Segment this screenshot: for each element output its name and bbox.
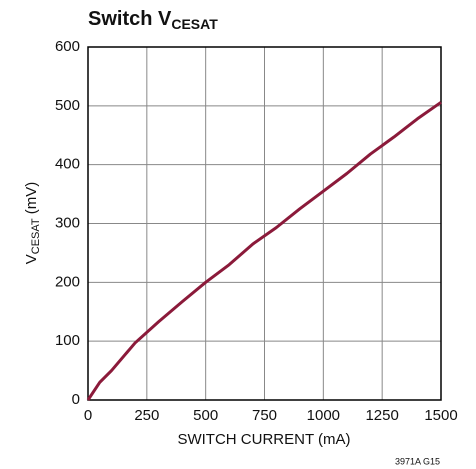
ylabel-sub: CESAT xyxy=(30,218,42,254)
y-tick-label: 200 xyxy=(55,273,80,290)
x-tick-label: 250 xyxy=(134,407,159,424)
x-tick-label: 1500 xyxy=(424,407,457,424)
y-tick-label: 600 xyxy=(55,38,80,55)
x-tick-label: 500 xyxy=(193,407,218,424)
title-sub: CESAT xyxy=(171,16,218,32)
footnote: 3971A G15 xyxy=(395,456,440,466)
x-tick-label: 750 xyxy=(252,407,277,424)
x-tick-label: 1000 xyxy=(307,407,340,424)
y-tick-label: 300 xyxy=(55,214,80,231)
ylabel-main: V xyxy=(23,254,40,264)
data-line xyxy=(86,101,442,401)
title-main: Switch V xyxy=(88,8,172,30)
y-tick-label: 400 xyxy=(55,156,80,173)
y-axis-label: VCESAT (mV) xyxy=(23,182,42,265)
y-tick-label: 500 xyxy=(55,97,80,114)
y-tick-label: 0 xyxy=(72,391,80,408)
ylabel-rest: (mV) xyxy=(23,182,40,219)
plot-frame xyxy=(87,46,442,401)
y-tick-label: 100 xyxy=(55,332,80,349)
chart-title: Switch VCESAT xyxy=(88,8,218,31)
x-tick-label: 1250 xyxy=(365,407,398,424)
x-tick-label: 0 xyxy=(84,407,92,424)
x-axis-label: SWITCH CURRENT (mA) xyxy=(177,431,350,448)
